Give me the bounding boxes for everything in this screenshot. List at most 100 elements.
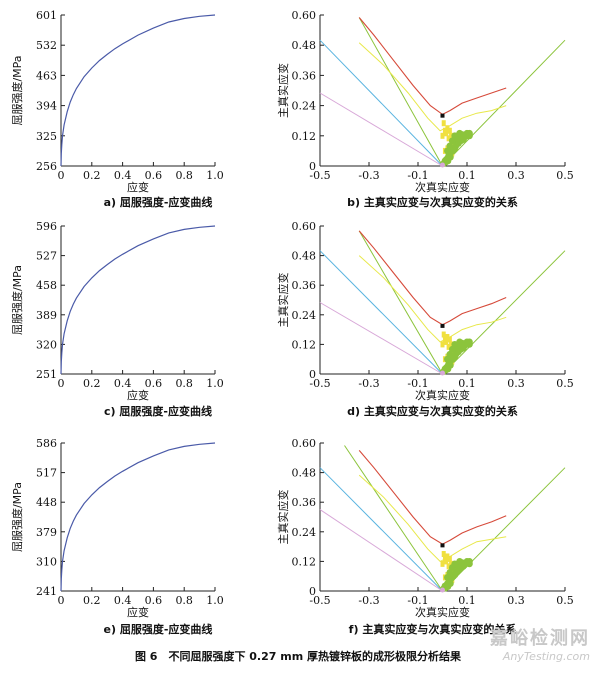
- chart-panel-a: [60, 14, 216, 167]
- y-tick-label-c: 251: [36, 368, 57, 381]
- y-tick-label-c: 596: [36, 220, 57, 233]
- y-tick-label-e: 241: [36, 585, 57, 598]
- x-tick-label-a: 0.2: [83, 169, 101, 182]
- yellow-data-point-d: [447, 336, 452, 343]
- y-tick-label-b: 0.12: [292, 130, 317, 143]
- x-tick-label-b: -0.1: [407, 169, 428, 182]
- yellow-data-point-b: [445, 125, 450, 132]
- x-tick-label-e: 1.0: [206, 594, 224, 607]
- x-tick-label-f: -0.3: [358, 594, 379, 607]
- y-axis-label-d: 主真实应变: [276, 273, 290, 328]
- watermark-en: AnyTesting.com: [502, 650, 590, 663]
- yellow-data-point-f: [447, 555, 452, 562]
- x-tick-label-c: 0: [58, 377, 65, 390]
- x-tick-label-b: 0.3: [507, 169, 525, 182]
- yellow-data-point-b: [447, 127, 452, 134]
- origin-point-d: [440, 370, 445, 376]
- x-tick-label-f: 0.1: [458, 594, 476, 607]
- green-data-point-b: [446, 153, 454, 161]
- subfigure-caption-c: c) 屈服强度-应变曲线: [104, 404, 212, 418]
- x-tick-label-e: 0.6: [145, 594, 163, 607]
- black-marker-d: [440, 323, 445, 328]
- green-data-point-f: [456, 558, 464, 565]
- yellow-data-point-b: [449, 132, 454, 139]
- x-tick-label-e: 0.2: [83, 594, 101, 607]
- stress-strain-curve-c: [60, 225, 216, 375]
- yellow-data-point-b: [446, 135, 451, 142]
- x-tick-label-c: 0.6: [145, 377, 163, 390]
- y-tick-label-f: 0.24: [292, 526, 317, 539]
- green-data-point-d: [446, 361, 454, 369]
- cyan-limit-line-d: [319, 250, 443, 375]
- forming-limit-curve-b: [358, 17, 507, 116]
- black-marker-f: [440, 543, 445, 548]
- y-tick-label-a: 256: [36, 160, 57, 173]
- y-tick-label-b: 0.36: [292, 69, 317, 82]
- pink-limit-line-d: [319, 302, 443, 375]
- yellow-data-point-f: [444, 558, 449, 565]
- x-tick-label-f: -0.1: [407, 594, 428, 607]
- green-data-point-d: [456, 338, 464, 346]
- yellow-data-point-d: [440, 341, 445, 348]
- figure-caption: 图 6 不同屈服强度下 0.27 mm 厚热镀锌板的成形极限分析结果: [134, 650, 462, 663]
- x-tick-label-a: 0.8: [175, 169, 193, 182]
- black-marker-b: [440, 113, 445, 118]
- yellow-data-point-f: [449, 560, 454, 567]
- stress-strain-curve-e: [60, 442, 216, 592]
- yellow-data-point-f: [445, 553, 450, 560]
- y-tick-label-f: 0.12: [292, 555, 317, 568]
- y-axis-label-b: 主真实应变: [276, 63, 290, 118]
- watermark: 嘉峪检测网 AnyTesting.com: [490, 624, 590, 663]
- yellow-data-point-d: [444, 338, 449, 345]
- x-tick-label-b: -0.5: [309, 169, 330, 182]
- watermark-cn: 嘉峪检测网: [490, 628, 590, 649]
- y-tick-label-c: 320: [36, 338, 57, 351]
- y-tick-label-d: 0.12: [292, 338, 317, 351]
- yellow-data-point-f: [441, 551, 446, 557]
- x-tick-label-a: 0.4: [114, 169, 132, 182]
- x-axis-label-e: 应变: [127, 605, 149, 619]
- green-data-point-f: [466, 560, 473, 568]
- y-axis-label-a: 屈服强度/MPa: [10, 55, 24, 125]
- y-tick-label-f: 0.60: [292, 437, 317, 450]
- yellow-data-point-b: [444, 130, 449, 137]
- x-tick-label-d: -0.5: [309, 377, 330, 390]
- yellow-data-point-f: [446, 563, 451, 570]
- subfigure-caption-f: f) 主真实应变与次真实应变的关系: [349, 622, 517, 636]
- y-tick-label-b: 0.60: [292, 9, 317, 22]
- green-data-point-d: [446, 350, 454, 358]
- x-tick-label-d: -0.1: [407, 377, 428, 390]
- chart-panel-e: [60, 442, 216, 592]
- y-tick-label-d: 0.36: [292, 279, 317, 292]
- y-tick-label-a: 601: [36, 9, 57, 22]
- green-data-point-b: [446, 142, 454, 150]
- x-axis-label-b: 次真实应变: [415, 180, 470, 194]
- pink-limit-line-f: [319, 509, 443, 592]
- forming-limit-curve-d: [358, 230, 507, 326]
- x-tick-label-e: 0.4: [114, 594, 132, 607]
- x-tick-label-b: 0.1: [458, 169, 476, 182]
- chart-panel-b: [319, 14, 566, 168]
- green-data-point-b: [466, 132, 473, 140]
- subfigure-caption-d: d) 主真实应变与次真实应变的关系: [347, 404, 518, 418]
- y-axis-label-f: 主真实应变: [276, 490, 290, 545]
- x-axis-label-d: 次真实应变: [415, 388, 470, 402]
- x-tick-label-a: 0: [58, 169, 65, 182]
- yellow-data-point-b: [440, 132, 445, 139]
- y-tick-label-b: 0.48: [292, 39, 317, 52]
- pink-limit-line-b: [319, 92, 443, 167]
- y-tick-label-e: 586: [36, 437, 57, 450]
- y-tick-label-d: 0: [309, 368, 316, 381]
- x-tick-label-f: -0.5: [309, 594, 330, 607]
- x-tick-label-d: 0.5: [556, 377, 574, 390]
- x-axis-label-f: 次真实应变: [415, 605, 470, 619]
- x-tick-label-d: 0.3: [507, 377, 525, 390]
- origin-point-b: [440, 162, 445, 168]
- x-tick-label-c: 0.4: [114, 377, 132, 390]
- green-data-point-b: [444, 147, 451, 155]
- y-tick-label-a: 463: [36, 69, 57, 82]
- x-tick-label-c: 1.0: [206, 377, 224, 390]
- x-tick-label-e: 0: [58, 594, 65, 607]
- chart-panel-f: [319, 442, 566, 593]
